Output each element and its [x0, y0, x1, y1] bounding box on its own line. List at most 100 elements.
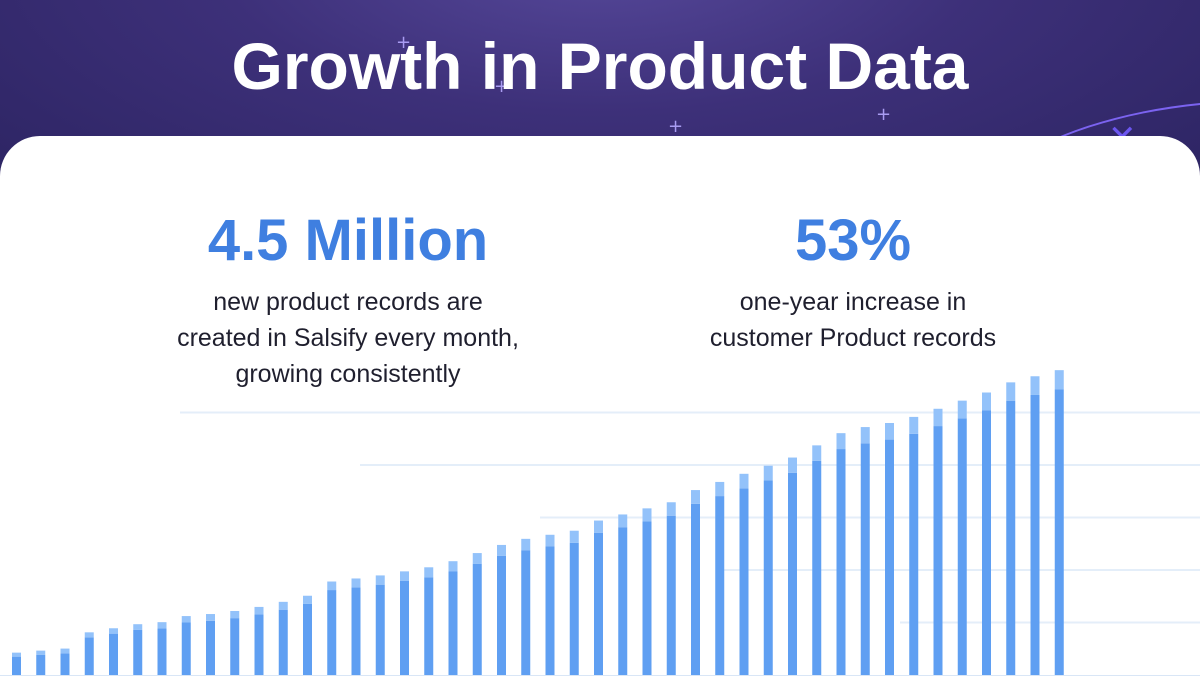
chart-bar [230, 618, 240, 675]
chart-bar [909, 433, 919, 675]
chart-bar [885, 439, 894, 675]
chart-bar-top [1054, 370, 1064, 390]
chart-bar [957, 418, 967, 675]
chart-bar [497, 555, 506, 675]
stat-description-line: new product records are [213, 288, 483, 316]
chart-bar [739, 488, 749, 675]
chart-bar-top [1006, 382, 1016, 401]
chart-bar [424, 577, 434, 675]
chart-bar-top [739, 473, 749, 489]
chart-bar-top [60, 648, 70, 654]
chart-bar [400, 580, 409, 675]
chart-bar-top [715, 481, 725, 497]
chart-bar [36, 654, 46, 675]
chart-bar-top [36, 650, 46, 655]
chart-bar [763, 480, 773, 675]
chart-bar-top [278, 601, 288, 610]
chart-bar-top [957, 400, 967, 419]
chart-bar-top [763, 465, 773, 481]
chart-bar-top [157, 622, 167, 629]
chart-bar [472, 563, 482, 675]
chart-bar [933, 426, 943, 675]
chart-bar [351, 587, 361, 675]
chart-bar [84, 637, 94, 675]
stat-monthly-records: 4.5 Million new product records are crea… [148, 210, 548, 392]
chart-bar [836, 449, 846, 675]
chart-bar [569, 542, 579, 675]
chart-bar-top [133, 624, 143, 630]
chart-bar-top [84, 632, 94, 638]
chart-bar-top [982, 392, 991, 411]
chart-bar [303, 603, 312, 675]
chart-bar-top [303, 595, 312, 604]
chart-bar-top [400, 571, 409, 581]
chart-bar-top [812, 445, 822, 461]
chart-bar [206, 620, 215, 675]
chart-bar [545, 546, 555, 675]
chart-bar [691, 503, 700, 675]
chart-bar [666, 515, 676, 675]
chart-bar [181, 622, 191, 675]
chart-bar-top [569, 530, 579, 543]
chart-bar [618, 527, 628, 675]
chart-bar-top [230, 610, 240, 619]
chart-bar-top [618, 514, 628, 528]
chart-bar-top [933, 408, 943, 427]
chart-bar-top [497, 544, 506, 556]
chart-bar [715, 496, 725, 675]
stat-yearly-increase: 53% one-year increase in customer Produc… [653, 210, 1053, 356]
chart-bar-top [424, 567, 434, 578]
sparkle-icon: + [494, 76, 510, 97]
chart-bar-top [181, 616, 191, 623]
chart-bar-top [206, 614, 215, 621]
chart-bar [1030, 394, 1040, 675]
chart-bar [157, 628, 167, 675]
chart-bar-top [545, 534, 555, 547]
chart-bar-top [327, 581, 337, 591]
chart-bar [12, 656, 21, 675]
chart-bar [60, 653, 70, 675]
page-title: Growth in Product Data [231, 29, 969, 103]
chart-bar [812, 460, 822, 675]
stat-description: one-year increase in customer Product re… [653, 284, 1053, 356]
stat-description: new product records are created in Salsi… [148, 284, 548, 392]
chart-bar-top [1030, 376, 1040, 395]
stat-description-line: growing consistently [235, 360, 461, 388]
sparkle-icon: + [876, 104, 892, 125]
growth-bar-chart [0, 370, 1200, 676]
chart-bar-top [860, 427, 870, 444]
chart-bar [1054, 389, 1064, 675]
sparkle-icon: + [396, 32, 412, 53]
chart-bar-top [836, 433, 846, 450]
stat-description-line: customer Product records [709, 324, 997, 352]
chart-bar [982, 410, 991, 675]
chart-bar [860, 443, 870, 675]
chart-bar [788, 472, 797, 675]
stat-value: 4.5 Million [207, 208, 489, 273]
chart-bar-top [642, 508, 652, 522]
chart-bar-top [448, 561, 458, 572]
chart-bar-top [788, 457, 797, 473]
chart-bar [448, 571, 458, 675]
chart-bar-top [109, 628, 118, 634]
sparkle-icon: + [668, 116, 684, 137]
chart-bar-top [521, 538, 531, 551]
chart-bar-top [885, 423, 894, 440]
chart-bar-top [909, 416, 919, 434]
chart-bar [133, 629, 143, 675]
chart-bar [254, 614, 264, 675]
stat-description-line: created in Salsify every month, [177, 324, 519, 352]
chart-bar [1006, 400, 1016, 675]
stat-value: 53% [794, 208, 912, 273]
chart-bar-top [12, 652, 21, 657]
chart-bar [109, 633, 118, 675]
chart-bar [278, 609, 288, 675]
stat-description-line: one-year increase in [739, 288, 967, 316]
chart-bar [594, 532, 603, 675]
chart-bar-top [691, 490, 700, 504]
chart-bar-top [594, 520, 603, 533]
chart-bar [375, 584, 385, 675]
chart-bar-top [472, 553, 482, 564]
chart-bar-top [351, 578, 361, 588]
chart-bar [327, 590, 337, 675]
